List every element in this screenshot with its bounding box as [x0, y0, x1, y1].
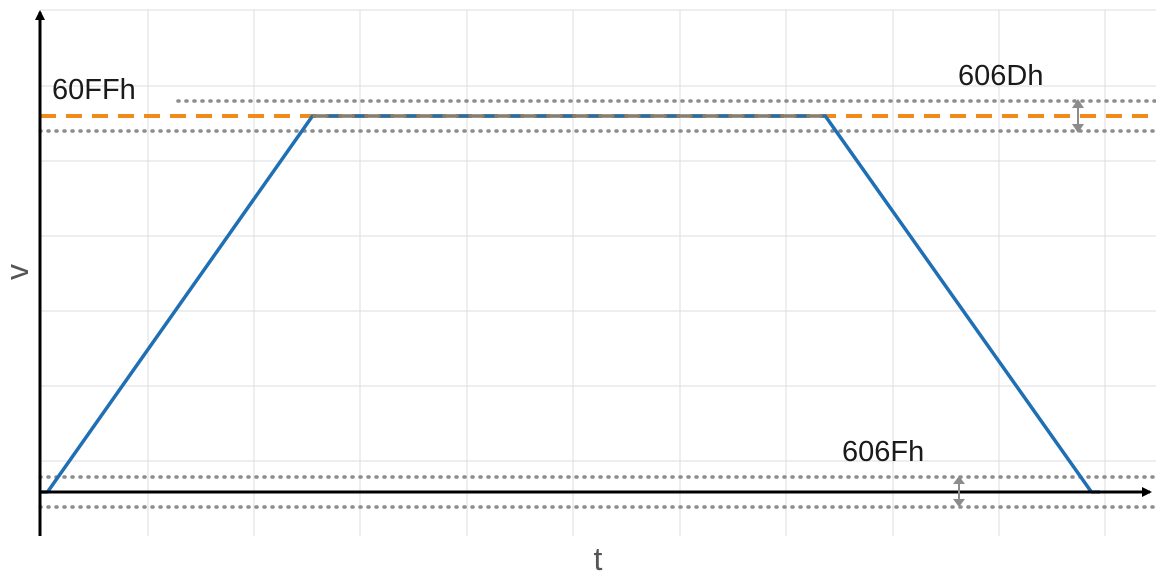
grid [40, 9, 1156, 536]
velocity-threshold-band [38, 475, 1156, 509]
target-velocity-label: 60FFh [52, 74, 136, 106]
velocity-threshold-arrow [953, 476, 965, 507]
velocity-window-arrow [1072, 99, 1084, 133]
x-axis-label: t [594, 541, 603, 574]
velocity-window-band [38, 99, 1156, 133]
y-axis-label: v [0, 264, 35, 280]
velocity-profile-line [40, 114, 1100, 494]
velocity-window-label: 606Dh [958, 60, 1043, 92]
velocity-threshold-label: 606Fh [842, 436, 924, 468]
